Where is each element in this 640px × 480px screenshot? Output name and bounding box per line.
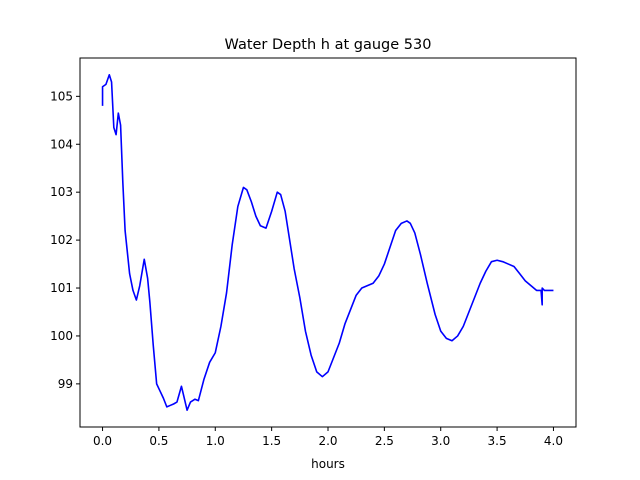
x-axis-label: hours (311, 457, 345, 471)
y-tick-label: 105 (50, 89, 73, 103)
x-tick-label: 1.5 (262, 434, 281, 448)
x-tick-label: 2.0 (318, 434, 337, 448)
plot-background (80, 58, 576, 427)
y-tick-label: 99 (58, 377, 73, 391)
x-tick-label: 4.0 (544, 434, 563, 448)
water-depth-line (101, 73, 554, 412)
y-tick-label: 104 (50, 137, 73, 151)
x-tick-label: 0.5 (149, 434, 168, 448)
x-axis: 0.0 0.5 1.0 1.5 2.0 2.5 3.0 3.5 4.0 (93, 427, 563, 448)
x-tick-label: 1.0 (206, 434, 225, 448)
y-axis: 99 100 101 102 103 104 105 (50, 89, 80, 391)
x-tick-label: 3.5 (488, 434, 507, 448)
x-tick-label: 2.5 (375, 434, 394, 448)
x-tick-label: 3.0 (431, 434, 450, 448)
x-tick-label: 0.0 (93, 434, 112, 448)
chart-title: Water Depth h at gauge 530 (225, 37, 432, 53)
plot-area (79, 57, 577, 428)
y-tick-label: 100 (50, 329, 73, 343)
y-tick-label: 103 (50, 185, 73, 199)
series-layer (101, 73, 554, 412)
y-tick-label: 102 (50, 233, 73, 247)
y-tick-label: 101 (50, 281, 73, 295)
